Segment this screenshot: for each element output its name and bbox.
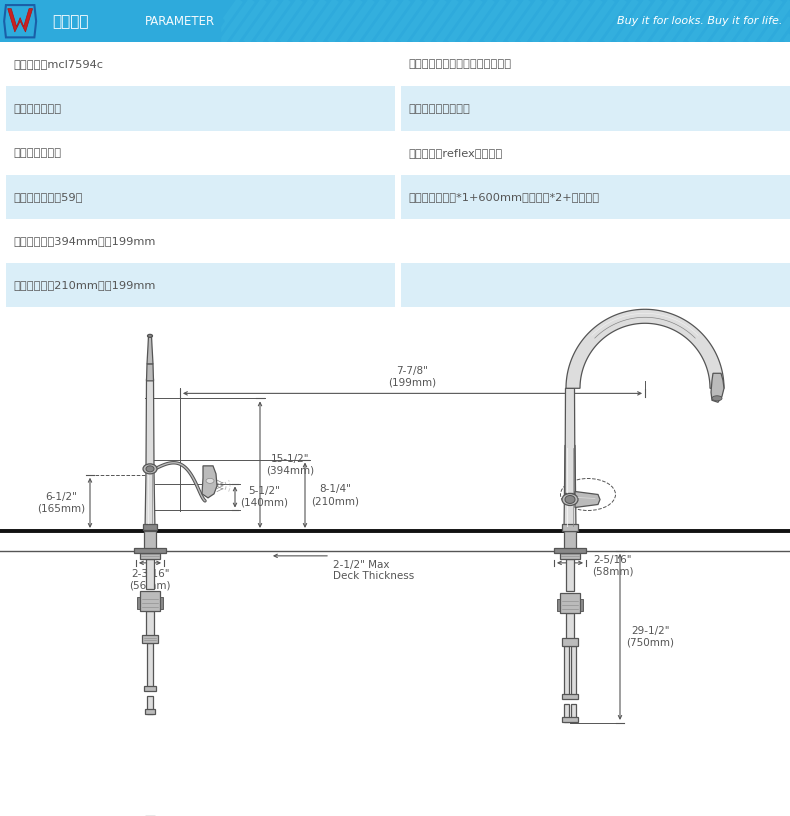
- Polygon shape: [146, 379, 154, 465]
- Bar: [564, 645, 569, 696]
- Text: 6-1/2"
(165mm): 6-1/2" (165mm): [37, 492, 85, 513]
- Bar: [566, 559, 574, 591]
- Text: 套装包含：龙头*1+600mm进水软管*2+配件一包: 套装包含：龙头*1+600mm进水软管*2+配件一包: [408, 192, 600, 202]
- Bar: [146, 611, 154, 641]
- Ellipse shape: [562, 494, 578, 505]
- Bar: [554, 548, 586, 553]
- Text: Buy it for looks. Buy it for life.: Buy it for looks. Buy it for life.: [617, 16, 782, 26]
- Bar: [144, 531, 156, 551]
- Bar: [571, 704, 576, 722]
- Text: 8-1/4"
(210mm): 8-1/4" (210mm): [311, 485, 359, 506]
- Text: 水嘴功能：强劲水、气泡水、暂停: 水嘴功能：强劲水、气泡水、暂停: [408, 60, 511, 69]
- Text: 龙头参数：高394mm，宽199mm: 龙头参数：高394mm，宽199mm: [13, 236, 156, 246]
- Ellipse shape: [148, 335, 152, 337]
- Bar: [147, 643, 153, 688]
- Polygon shape: [575, 491, 600, 508]
- Bar: [142, 635, 158, 643]
- Bar: [564, 704, 569, 722]
- Bar: [562, 524, 578, 531]
- Text: 15-1/2"
(394mm): 15-1/2" (394mm): [266, 454, 314, 476]
- Text: 29-1/2"
(750mm): 29-1/2" (750mm): [626, 626, 674, 648]
- Bar: [571, 645, 576, 696]
- Text: 系列名称：雅铂: 系列名称：雅铂: [13, 104, 62, 113]
- Text: 表面材质：镀铬: 表面材质：镀铬: [13, 148, 62, 157]
- Ellipse shape: [143, 463, 157, 474]
- Polygon shape: [202, 466, 217, 498]
- Text: PARAMETER: PARAMETER: [145, 15, 215, 28]
- Text: 水嘴参数：高210mm，宽199mm: 水嘴参数：高210mm，宽199mm: [13, 280, 156, 290]
- Text: 7-7/8"
(199mm): 7-7/8" (199mm): [389, 366, 437, 388]
- Bar: [137, 596, 140, 609]
- Bar: [560, 553, 580, 559]
- Text: 2-5/16"
(58mm): 2-5/16" (58mm): [592, 555, 634, 577]
- Text: 龙头材质：本体59铜: 龙头材质：本体59铜: [13, 192, 83, 202]
- Polygon shape: [8, 9, 32, 32]
- Polygon shape: [145, 471, 155, 531]
- Polygon shape: [564, 446, 576, 531]
- Bar: [562, 638, 578, 645]
- Text: 阀芯类型：恒芯阀芯: 阀芯类型：恒芯阀芯: [408, 104, 470, 113]
- Ellipse shape: [206, 478, 214, 483]
- Bar: [140, 553, 160, 559]
- Polygon shape: [711, 373, 724, 402]
- Bar: [146, 559, 154, 589]
- Bar: [143, 524, 157, 530]
- Bar: [560, 593, 580, 613]
- Bar: [145, 709, 155, 714]
- Bar: [134, 548, 166, 553]
- Ellipse shape: [565, 495, 575, 503]
- Bar: [580, 599, 583, 611]
- Bar: [566, 613, 574, 643]
- Text: 商品参数: 商品参数: [52, 14, 88, 29]
- Text: 龙头型号：mcl7594c: 龙头型号：mcl7594c: [13, 60, 103, 69]
- Ellipse shape: [146, 466, 154, 472]
- Polygon shape: [146, 364, 153, 381]
- Bar: [562, 694, 578, 698]
- Bar: [147, 696, 153, 714]
- Text: 2-1/2" Max
Deck Thickness: 2-1/2" Max Deck Thickness: [333, 560, 414, 582]
- Bar: [557, 599, 560, 611]
- Bar: [562, 717, 578, 722]
- Bar: [564, 531, 576, 551]
- Bar: [140, 591, 160, 611]
- Text: 2-3/16"
(56mm): 2-3/16" (56mm): [130, 569, 171, 591]
- Polygon shape: [185, 0, 225, 42]
- Ellipse shape: [712, 396, 722, 401]
- Bar: [144, 686, 156, 691]
- Polygon shape: [566, 309, 724, 388]
- Bar: [160, 596, 163, 609]
- Text: 产品工艺：reflex操作系统: 产品工艺：reflex操作系统: [408, 148, 502, 157]
- Polygon shape: [565, 388, 575, 494]
- Text: 5-1/2"
(140mm): 5-1/2" (140mm): [240, 486, 288, 508]
- Polygon shape: [147, 336, 153, 364]
